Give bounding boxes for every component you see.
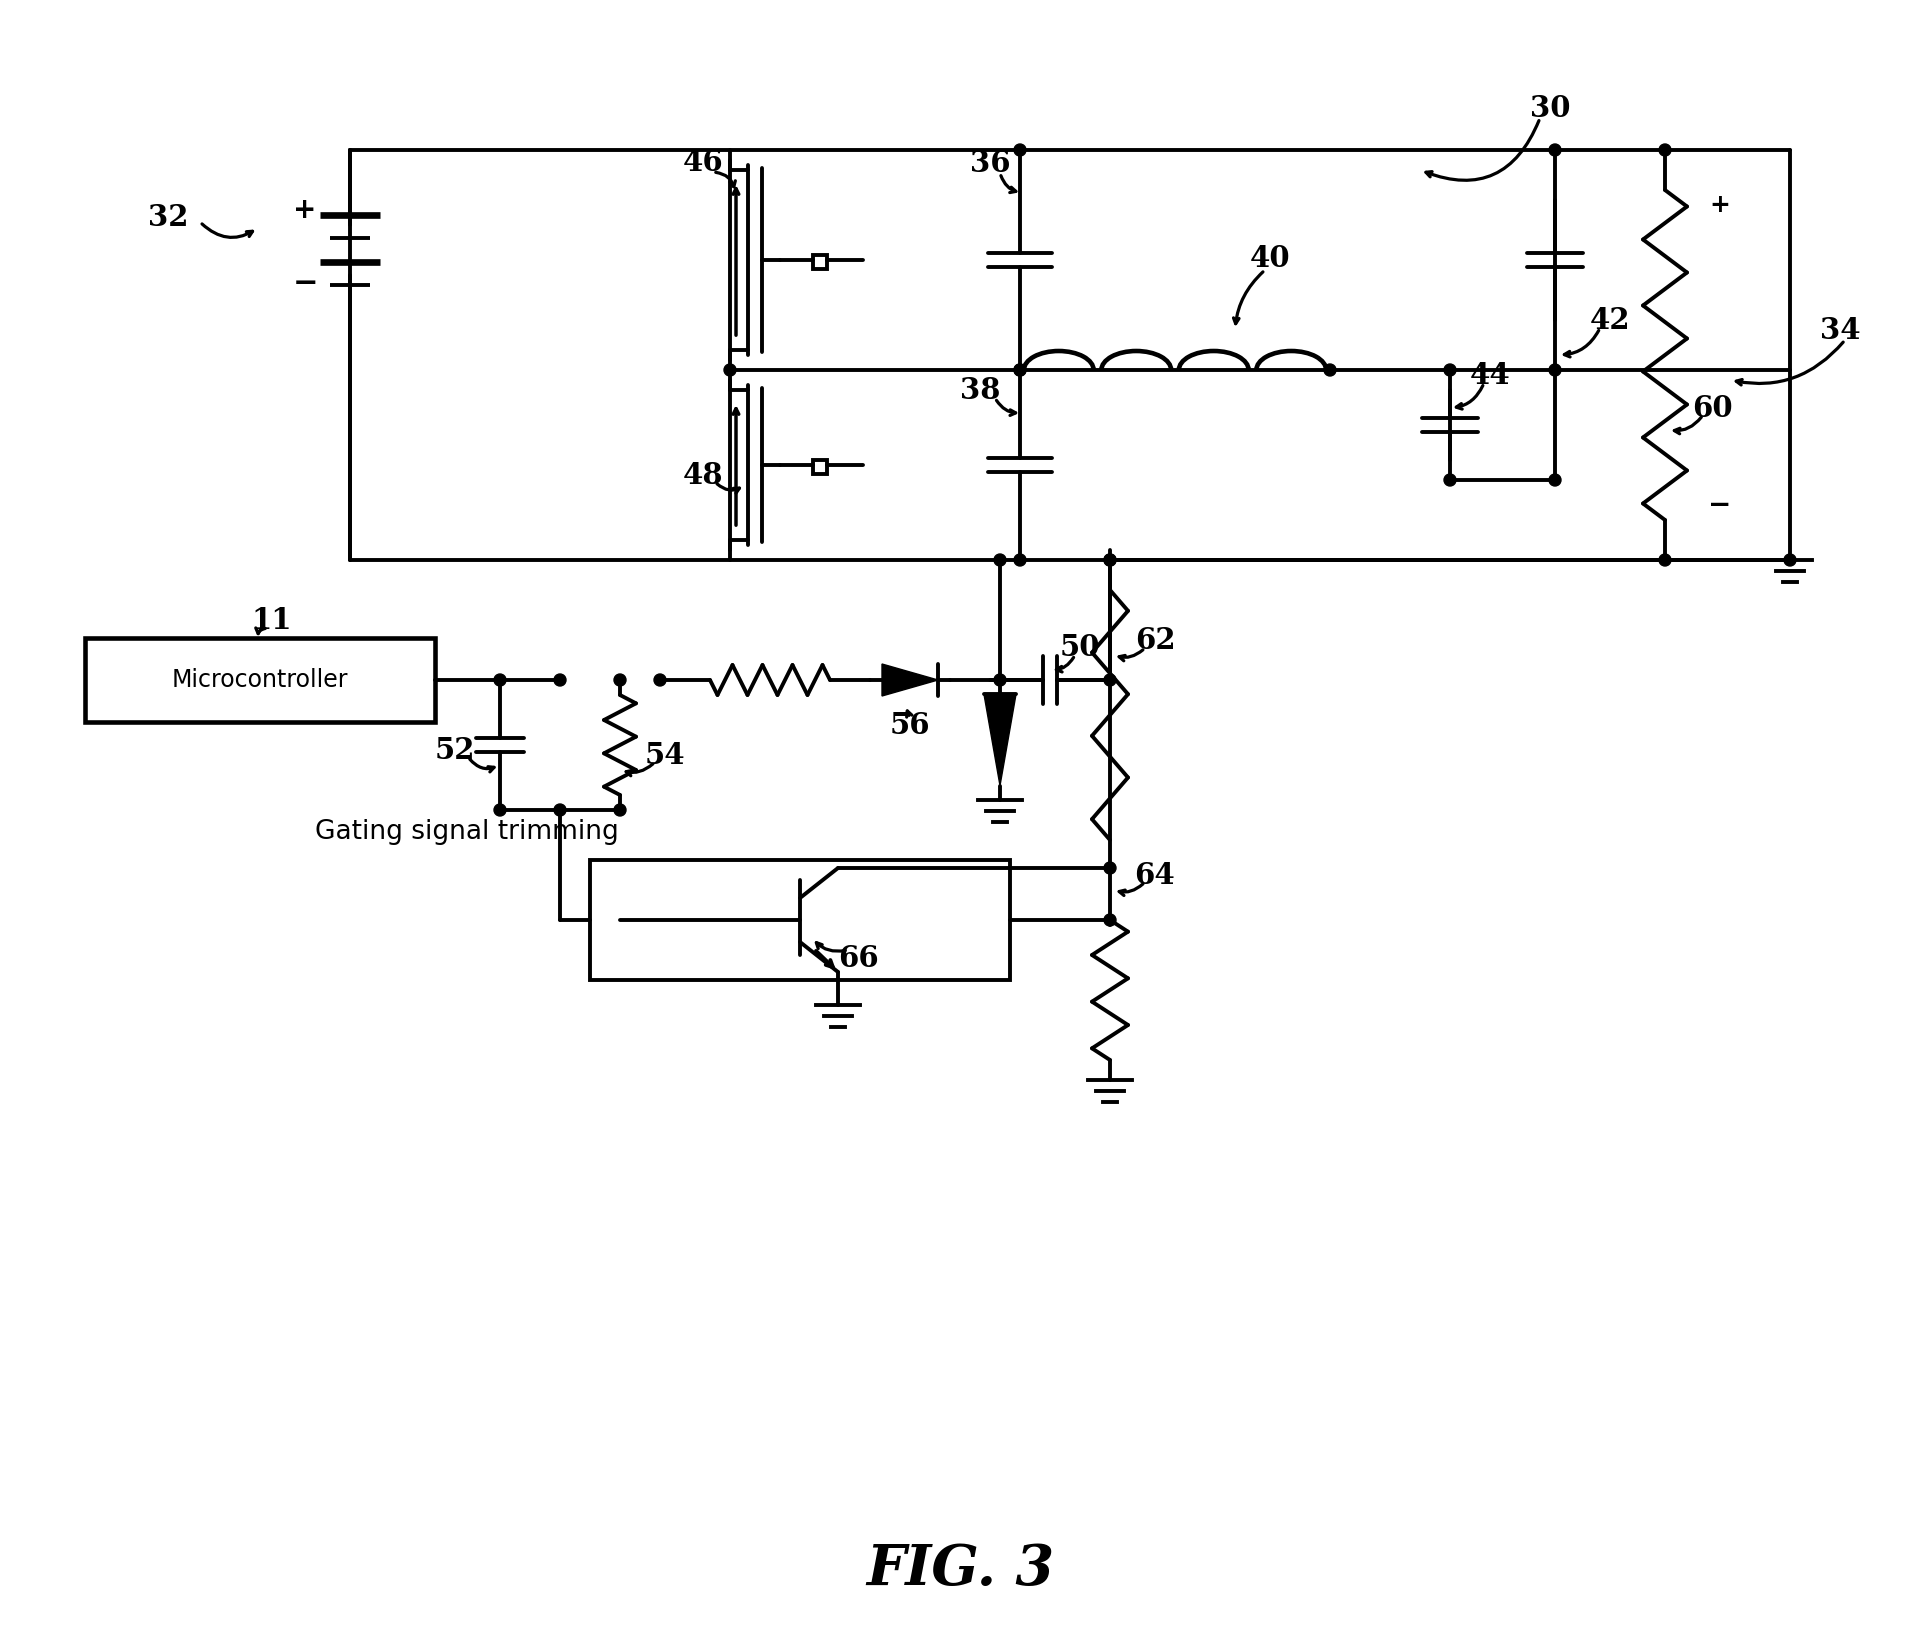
- Circle shape: [723, 364, 737, 375]
- Circle shape: [1550, 364, 1561, 375]
- Circle shape: [654, 673, 666, 686]
- Circle shape: [614, 803, 626, 816]
- Text: 42: 42: [1590, 306, 1630, 334]
- Circle shape: [1550, 143, 1561, 156]
- Circle shape: [1014, 555, 1025, 566]
- Text: 30: 30: [1530, 94, 1571, 122]
- Text: +: +: [1710, 193, 1731, 217]
- Text: 34: 34: [1819, 316, 1859, 344]
- Text: 38: 38: [960, 375, 1000, 405]
- Circle shape: [1659, 555, 1670, 566]
- Text: 66: 66: [838, 943, 878, 973]
- Circle shape: [614, 673, 626, 686]
- Bar: [589, 859, 1010, 979]
- Bar: [813, 459, 826, 474]
- Circle shape: [995, 673, 1006, 686]
- Text: 52: 52: [434, 736, 474, 764]
- Text: 56: 56: [890, 711, 930, 739]
- Circle shape: [995, 555, 1006, 566]
- Text: 36: 36: [970, 148, 1010, 178]
- Text: 60: 60: [1691, 393, 1733, 423]
- Text: 32: 32: [147, 202, 187, 232]
- Text: −: −: [1708, 491, 1731, 518]
- Text: FIG. 3: FIG. 3: [867, 1542, 1054, 1598]
- Text: Microcontroller: Microcontroller: [172, 668, 348, 691]
- Text: 54: 54: [645, 741, 685, 769]
- Circle shape: [494, 673, 507, 686]
- Circle shape: [494, 803, 507, 816]
- Circle shape: [1014, 364, 1025, 375]
- Text: 62: 62: [1134, 625, 1175, 655]
- Text: 64: 64: [1134, 861, 1175, 889]
- Text: −: −: [293, 268, 318, 298]
- Polygon shape: [983, 695, 1016, 785]
- Circle shape: [1014, 143, 1025, 156]
- Text: 46: 46: [683, 148, 723, 176]
- Circle shape: [1444, 364, 1456, 375]
- Circle shape: [1324, 364, 1335, 375]
- Circle shape: [1104, 555, 1115, 566]
- Text: 50: 50: [1060, 632, 1100, 662]
- Circle shape: [555, 673, 566, 686]
- Circle shape: [1785, 555, 1796, 566]
- Circle shape: [1104, 673, 1115, 686]
- Polygon shape: [882, 663, 937, 696]
- Circle shape: [1444, 474, 1456, 486]
- Bar: [813, 255, 826, 268]
- Circle shape: [1014, 364, 1025, 375]
- Text: 11: 11: [253, 606, 293, 634]
- Circle shape: [555, 803, 566, 816]
- Circle shape: [1104, 555, 1115, 566]
- Circle shape: [1659, 143, 1670, 156]
- Circle shape: [1104, 863, 1115, 874]
- Text: 48: 48: [683, 461, 723, 489]
- Circle shape: [1104, 914, 1115, 927]
- Text: +: +: [293, 196, 318, 224]
- Circle shape: [1550, 474, 1561, 486]
- Text: 40: 40: [1249, 244, 1289, 273]
- Text: Gating signal trimming: Gating signal trimming: [316, 820, 618, 844]
- Text: 44: 44: [1469, 360, 1511, 390]
